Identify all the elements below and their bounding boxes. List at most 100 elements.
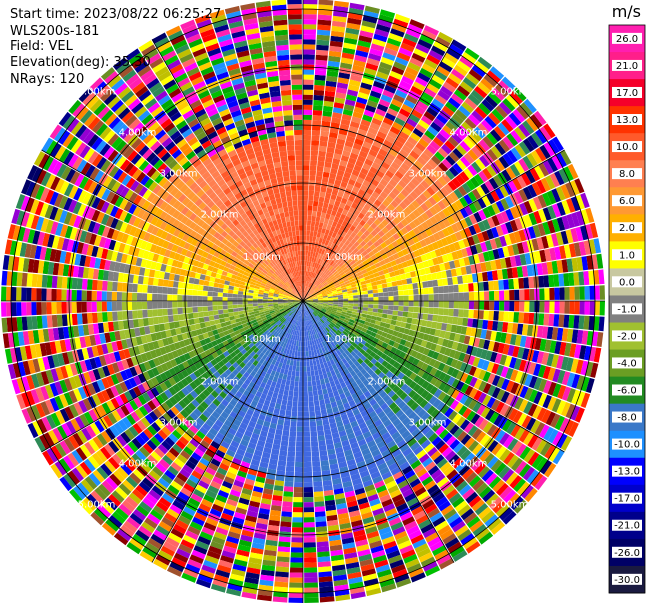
- ray-gate: [560, 150, 572, 166]
- ray-gate: [458, 352, 466, 362]
- ray-gate: [314, 511, 326, 518]
- ray-gate: [541, 235, 549, 249]
- ray-gate: [432, 336, 440, 344]
- ray-gate: [546, 326, 554, 340]
- ray-gate: [337, 294, 343, 298]
- ray-gate: [459, 196, 469, 208]
- ray-gate: [571, 257, 579, 272]
- ray-gate: [365, 104, 377, 113]
- ray-gate: [455, 325, 463, 334]
- ray-gate: [403, 328, 410, 335]
- ray-gate: [433, 360, 441, 369]
- ray-gate: [458, 334, 466, 344]
- ray-gate: [330, 194, 337, 201]
- ray-gate: [365, 211, 373, 219]
- ray-gate: [383, 257, 391, 264]
- ray-gate: [323, 256, 328, 262]
- ray-gate: [305, 250, 309, 256]
- ray-gate: [319, 286, 324, 290]
- ray-gate: [352, 306, 359, 310]
- ray-gate: [331, 25, 346, 33]
- ray-gate: [388, 301, 394, 306]
- ray-gate: [364, 158, 374, 167]
- ray-gate: [442, 374, 451, 384]
- ray-gate: [552, 136, 564, 152]
- ray-gate: [352, 247, 359, 254]
- ray-gate: [499, 235, 507, 247]
- ray-gate: [420, 230, 429, 239]
- ray-gate: [335, 246, 342, 252]
- ray-gate: [379, 274, 386, 280]
- ray-gate: [463, 353, 471, 364]
- ray-gate: [393, 296, 399, 301]
- ray-gate: [373, 218, 381, 226]
- ray-gate: [323, 166, 331, 173]
- ray-gate: [360, 167, 369, 176]
- ray-gate: [377, 339, 384, 346]
- ray-gate: [366, 131, 376, 140]
- ray-gate: [411, 276, 418, 284]
- ray-gate: [575, 194, 585, 210]
- ray-gate: [464, 364, 473, 374]
- ray-gate: [463, 301, 470, 309]
- ray-gate: [303, 502, 314, 508]
- ray-gate: [332, 107, 343, 114]
- ray-gate: [334, 258, 340, 264]
- ray-gate: [357, 212, 365, 220]
- ray-gate: [328, 253, 333, 259]
- ray-gate: [403, 306, 409, 312]
- ray-gate: [299, 371, 303, 377]
- ray-gate: [373, 113, 385, 122]
- ray-gate: [313, 105, 323, 111]
- ray-gate: [473, 301, 480, 310]
- ray-gate: [564, 342, 572, 357]
- ray-gate: [514, 255, 522, 267]
- ray-gate: [419, 268, 426, 276]
- ray-gate: [407, 283, 414, 290]
- ray-gate: [333, 244, 339, 251]
- ray-gate: [303, 185, 309, 191]
- ray-gate: [488, 91, 502, 105]
- ray-gate: [538, 209, 547, 223]
- ray-gate: [363, 229, 371, 237]
- ray-gate: [442, 105, 455, 117]
- ray-gate: [460, 383, 469, 394]
- ray-gate: [565, 357, 574, 372]
- ray-gate: [383, 246, 390, 253]
- ray-gate: [313, 400, 320, 407]
- ray-gate: [416, 360, 425, 369]
- ray-gate: [422, 245, 430, 254]
- ray-gate: [518, 158, 530, 172]
- ray-gate: [385, 318, 392, 325]
- ray-gate: [295, 451, 303, 457]
- ray-gate: [408, 289, 414, 295]
- ray-gate: [355, 268, 362, 274]
- ray-gate: [314, 74, 326, 81]
- ray-gate: [590, 362, 599, 378]
- ray-gate: [420, 202, 429, 212]
- ray-gate: [312, 385, 318, 392]
- ray-gate: [353, 298, 359, 301]
- ray-gate: [408, 306, 414, 313]
- ray-gate: [405, 323, 412, 330]
- ray-gate: [312, 297, 318, 299]
- ray-gate: [387, 243, 395, 251]
- ray-gate: [570, 405, 581, 421]
- ray-gate: [486, 70, 501, 84]
- ray-gate: [340, 57, 354, 65]
- ray-gate: [318, 301, 324, 303]
- ray-gate: [424, 58, 438, 70]
- ray-gate: [472, 357, 481, 367]
- ray-gate: [316, 425, 324, 432]
- ray-gate: [505, 115, 518, 130]
- ray-gate: [408, 301, 414, 307]
- ray-gate: [451, 132, 463, 144]
- ray-gate: [391, 281, 398, 287]
- ray-gate: [321, 307, 327, 310]
- ray-gate: [313, 94, 324, 101]
- ray-gate: [356, 325, 363, 331]
- ray-gate: [311, 215, 316, 222]
- ray-gate: [327, 219, 334, 226]
- ray-gate: [347, 305, 354, 309]
- ray-gate: [531, 132, 543, 147]
